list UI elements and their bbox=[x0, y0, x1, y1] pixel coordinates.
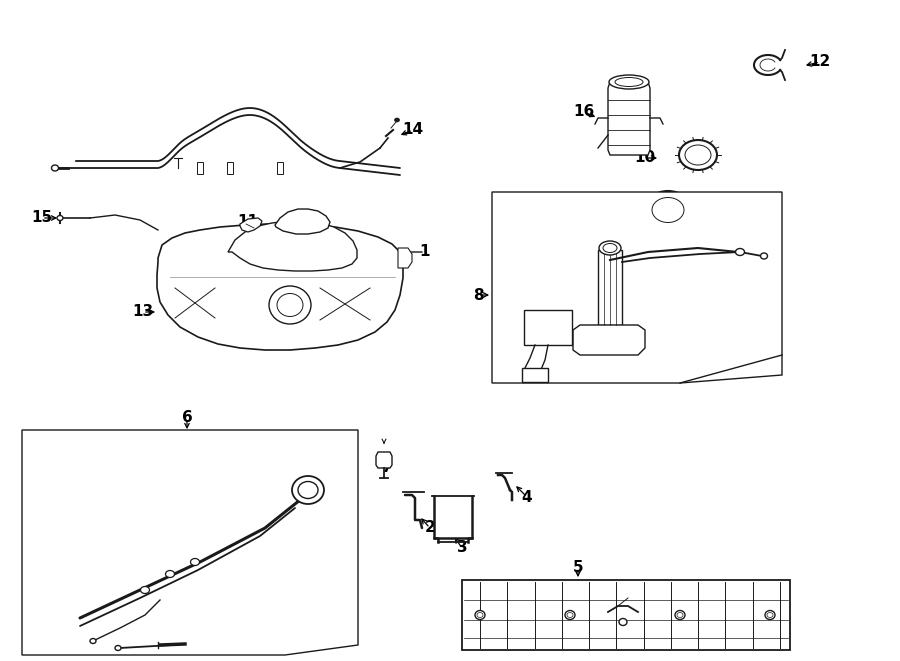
Bar bbox=[277, 162, 283, 174]
Bar bbox=[227, 162, 233, 174]
Ellipse shape bbox=[767, 613, 773, 617]
Ellipse shape bbox=[292, 476, 324, 504]
Ellipse shape bbox=[57, 215, 63, 221]
Text: 1: 1 bbox=[419, 245, 430, 260]
Ellipse shape bbox=[765, 611, 775, 619]
Ellipse shape bbox=[619, 619, 627, 625]
Polygon shape bbox=[275, 209, 330, 234]
Polygon shape bbox=[462, 580, 790, 650]
Ellipse shape bbox=[677, 613, 683, 617]
Ellipse shape bbox=[603, 243, 617, 253]
Polygon shape bbox=[376, 452, 392, 468]
Ellipse shape bbox=[166, 570, 175, 578]
Ellipse shape bbox=[567, 613, 573, 617]
Polygon shape bbox=[524, 310, 572, 345]
Ellipse shape bbox=[140, 586, 149, 594]
Text: 9: 9 bbox=[623, 202, 634, 217]
Bar bbox=[197, 162, 203, 174]
Polygon shape bbox=[398, 248, 412, 268]
Polygon shape bbox=[492, 192, 782, 383]
Ellipse shape bbox=[760, 253, 768, 259]
Bar bbox=[598, 250, 622, 325]
Ellipse shape bbox=[615, 77, 643, 87]
Ellipse shape bbox=[609, 75, 649, 89]
Polygon shape bbox=[608, 82, 650, 155]
Text: 16: 16 bbox=[573, 104, 595, 120]
Ellipse shape bbox=[645, 191, 691, 229]
Text: 2: 2 bbox=[425, 520, 436, 535]
Ellipse shape bbox=[394, 118, 400, 122]
Ellipse shape bbox=[652, 198, 684, 223]
Ellipse shape bbox=[298, 481, 318, 498]
Ellipse shape bbox=[477, 613, 483, 617]
Polygon shape bbox=[157, 224, 403, 350]
Ellipse shape bbox=[675, 611, 685, 619]
Ellipse shape bbox=[679, 140, 717, 170]
Text: 6: 6 bbox=[182, 410, 193, 426]
Polygon shape bbox=[573, 325, 645, 355]
Text: 13: 13 bbox=[132, 305, 154, 319]
Text: 10: 10 bbox=[634, 151, 655, 165]
Text: 5: 5 bbox=[572, 561, 583, 576]
Ellipse shape bbox=[475, 611, 485, 619]
Bar bbox=[522, 368, 548, 382]
Text: 11: 11 bbox=[238, 215, 258, 229]
Polygon shape bbox=[240, 218, 262, 232]
Ellipse shape bbox=[599, 241, 621, 255]
Ellipse shape bbox=[115, 646, 121, 650]
Ellipse shape bbox=[90, 639, 96, 644]
Text: 8: 8 bbox=[472, 288, 483, 303]
Ellipse shape bbox=[191, 559, 200, 566]
Polygon shape bbox=[22, 430, 358, 655]
Ellipse shape bbox=[277, 293, 303, 317]
Text: 12: 12 bbox=[809, 54, 831, 69]
Ellipse shape bbox=[51, 165, 59, 171]
Polygon shape bbox=[228, 221, 357, 271]
Ellipse shape bbox=[685, 145, 711, 165]
Text: 14: 14 bbox=[402, 122, 424, 137]
Ellipse shape bbox=[735, 249, 744, 256]
Text: 3: 3 bbox=[456, 541, 467, 555]
Ellipse shape bbox=[565, 611, 575, 619]
Text: 7: 7 bbox=[382, 461, 392, 475]
Ellipse shape bbox=[269, 286, 311, 324]
Text: 4: 4 bbox=[522, 490, 532, 504]
Text: 15: 15 bbox=[32, 210, 52, 225]
